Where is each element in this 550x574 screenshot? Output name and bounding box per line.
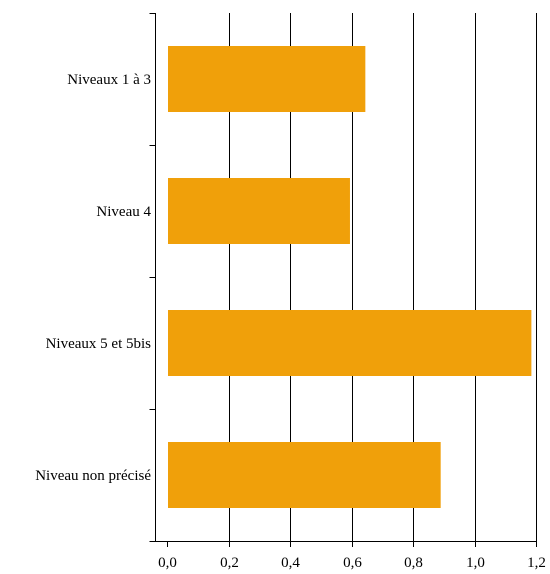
bar bbox=[168, 178, 350, 244]
x-tick-label: 1,2 bbox=[527, 555, 546, 571]
x-tick-label: 0,2 bbox=[220, 555, 239, 571]
x-tick-label: 0,6 bbox=[343, 555, 362, 571]
bar bbox=[168, 442, 441, 508]
category-label: Niveaux 1 à 3 bbox=[67, 72, 151, 88]
x-tick-label: 0,4 bbox=[281, 555, 300, 571]
labels: 0,0 0,2 0,4 0,6 0,8 1,0 1,2 Niveaux 1 à 3 Niveau… bbox=[35, 72, 546, 571]
bars bbox=[168, 46, 532, 508]
category-label: Niveau non précisé bbox=[35, 468, 151, 484]
category-label: Niveau 4 bbox=[96, 204, 151, 220]
x-tick-label: 0,0 bbox=[158, 555, 177, 571]
axes bbox=[149, 13, 537, 547]
bar bbox=[168, 46, 366, 112]
x-tick-label: 1,0 bbox=[466, 555, 485, 571]
bar bbox=[168, 310, 532, 376]
x-tick-label: 0,8 bbox=[404, 555, 423, 571]
category-label: Niveaux 5 et 5bis bbox=[46, 336, 152, 352]
